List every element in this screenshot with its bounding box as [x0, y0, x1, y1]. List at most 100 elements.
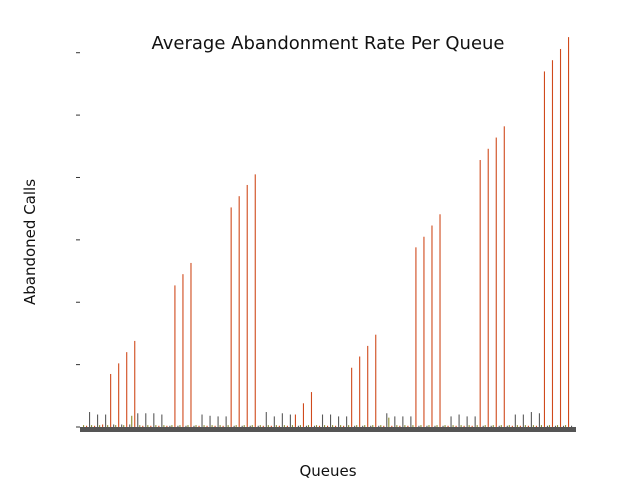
- bar-s1-q54: [522, 414, 524, 427]
- bar-s1-q38: [394, 416, 396, 427]
- bar-s0-q2: [102, 424, 104, 427]
- bar-s1-q55: [530, 412, 532, 427]
- bar-s2-q18: [227, 425, 229, 427]
- bar-s1-q34: [362, 425, 364, 427]
- bar-s0-q44: [439, 214, 441, 427]
- bar-group: [83, 37, 573, 428]
- bar-s2-q3: [107, 425, 109, 427]
- bar-s2-q52: [500, 425, 502, 427]
- bar-s0-q54: [519, 425, 521, 427]
- bar-s1-q18: [233, 425, 235, 427]
- bar-s0-q59: [559, 48, 562, 427]
- bar-s0-q17: [222, 425, 224, 427]
- bar-s0-q13: [190, 262, 192, 427]
- bar-s0-q55: [527, 425, 529, 427]
- bar-s0-q21: [254, 174, 256, 427]
- bar-s1-q39: [402, 416, 404, 427]
- bar-s2-q42: [420, 425, 422, 427]
- bar-s2-q58: [548, 425, 551, 427]
- bar-s0-q14: [198, 425, 200, 427]
- bar-s1-q53: [514, 414, 516, 427]
- bar-s0-q38: [391, 425, 393, 427]
- x-axis-band: [80, 427, 576, 432]
- bar-s0-q4: [118, 363, 120, 427]
- bar-s1-q16: [217, 416, 219, 427]
- chart-title: Average Abandonment Rate Per Queue: [152, 33, 505, 54]
- bar-s1-q26: [297, 425, 299, 427]
- bar-s1-q25: [289, 414, 291, 427]
- x-axis-label: Queues: [299, 462, 356, 480]
- bar-s1-q35: [370, 425, 372, 427]
- bar-s0-q41: [415, 247, 417, 427]
- bar-s1-q33: [354, 425, 356, 427]
- bar-s0-q46: [455, 425, 457, 427]
- bar-s0-q29: [318, 425, 321, 427]
- bar-s2-q10: [163, 425, 165, 427]
- bar-s2-q5: [123, 425, 125, 427]
- bar-s1-q41: [418, 425, 420, 427]
- bar-s1-q44: [442, 425, 444, 427]
- bar-s0-q6: [134, 340, 136, 427]
- bar-s1-q14: [201, 414, 203, 427]
- bar-s2-q0: [83, 425, 85, 427]
- bar-s2-q35: [364, 425, 366, 427]
- bar-s2-q12: [179, 425, 181, 427]
- bar-s2-q38: [388, 417, 390, 427]
- bar-s2-q9: [155, 425, 157, 427]
- bar-s0-q49: [479, 160, 481, 427]
- bar-s0-q9: [158, 425, 160, 427]
- bar-s1-q21: [257, 425, 259, 427]
- bar-s2-q48: [468, 425, 470, 427]
- y-axis-ticks: [76, 52, 80, 428]
- bar-s2-q11: [171, 425, 173, 427]
- bar-s2-q56: [532, 425, 534, 427]
- bar-s1-q5: [129, 424, 131, 427]
- bar-s0-q31: [335, 425, 337, 427]
- bar-s0-q35: [367, 345, 369, 427]
- bar-s2-q24: [275, 425, 277, 427]
- y-axis-label: Abandoned Calls: [21, 179, 39, 305]
- bar-s0-q15: [206, 425, 208, 427]
- bar-s2-q54: [516, 425, 518, 427]
- bar-s1-q60: [571, 425, 573, 427]
- bar-s2-q8: [147, 425, 149, 427]
- bar-s2-q27: [299, 425, 301, 427]
- bar-s0-q36: [375, 334, 377, 427]
- bar-s0-q3: [110, 373, 112, 427]
- bar-s0-q24: [278, 425, 280, 427]
- bar-s1-q24: [281, 413, 283, 427]
- bar-s2-q36: [372, 425, 374, 427]
- bar-s2-q30: [324, 425, 326, 427]
- bar-s0-q28: [310, 392, 313, 427]
- bar-s0-q53: [511, 425, 513, 427]
- bar-s1-q40: [410, 416, 412, 427]
- bar-s0-q25: [286, 425, 288, 427]
- bar-s2-q57: [540, 425, 542, 427]
- bar-s1-q8: [153, 413, 155, 427]
- bar-s0-q8: [150, 425, 152, 427]
- bar-s1-q28: [313, 425, 316, 427]
- bar-s2-q26: [291, 425, 293, 427]
- bar-s1-q42: [426, 425, 428, 427]
- bar-s0-q56: [535, 425, 537, 427]
- bar-s2-q15: [203, 425, 205, 427]
- bar-s1-q31: [338, 416, 340, 427]
- bar-s2-q34: [356, 425, 358, 427]
- bar-s0-q26: [294, 414, 296, 427]
- bar-s1-q7: [145, 413, 147, 427]
- bar-s0-q12: [182, 274, 184, 427]
- bar-s0-q48: [471, 425, 473, 427]
- bar-s2-q47: [460, 425, 462, 427]
- bar-s1-q59: [562, 425, 565, 427]
- bar-s2-q21: [251, 425, 253, 427]
- bar-s1-q50: [490, 425, 492, 427]
- bar-s1-q46: [458, 414, 460, 427]
- bar-s2-q44: [436, 425, 438, 427]
- bar-s0-q23: [270, 425, 272, 427]
- bar-s1-q48: [474, 416, 476, 427]
- bar-s2-q37: [380, 425, 382, 427]
- bar-s1-q49: [482, 425, 484, 427]
- bar-s0-q34: [359, 356, 361, 427]
- bar-s1-q56: [538, 413, 540, 427]
- bar-s0-q57: [543, 71, 545, 428]
